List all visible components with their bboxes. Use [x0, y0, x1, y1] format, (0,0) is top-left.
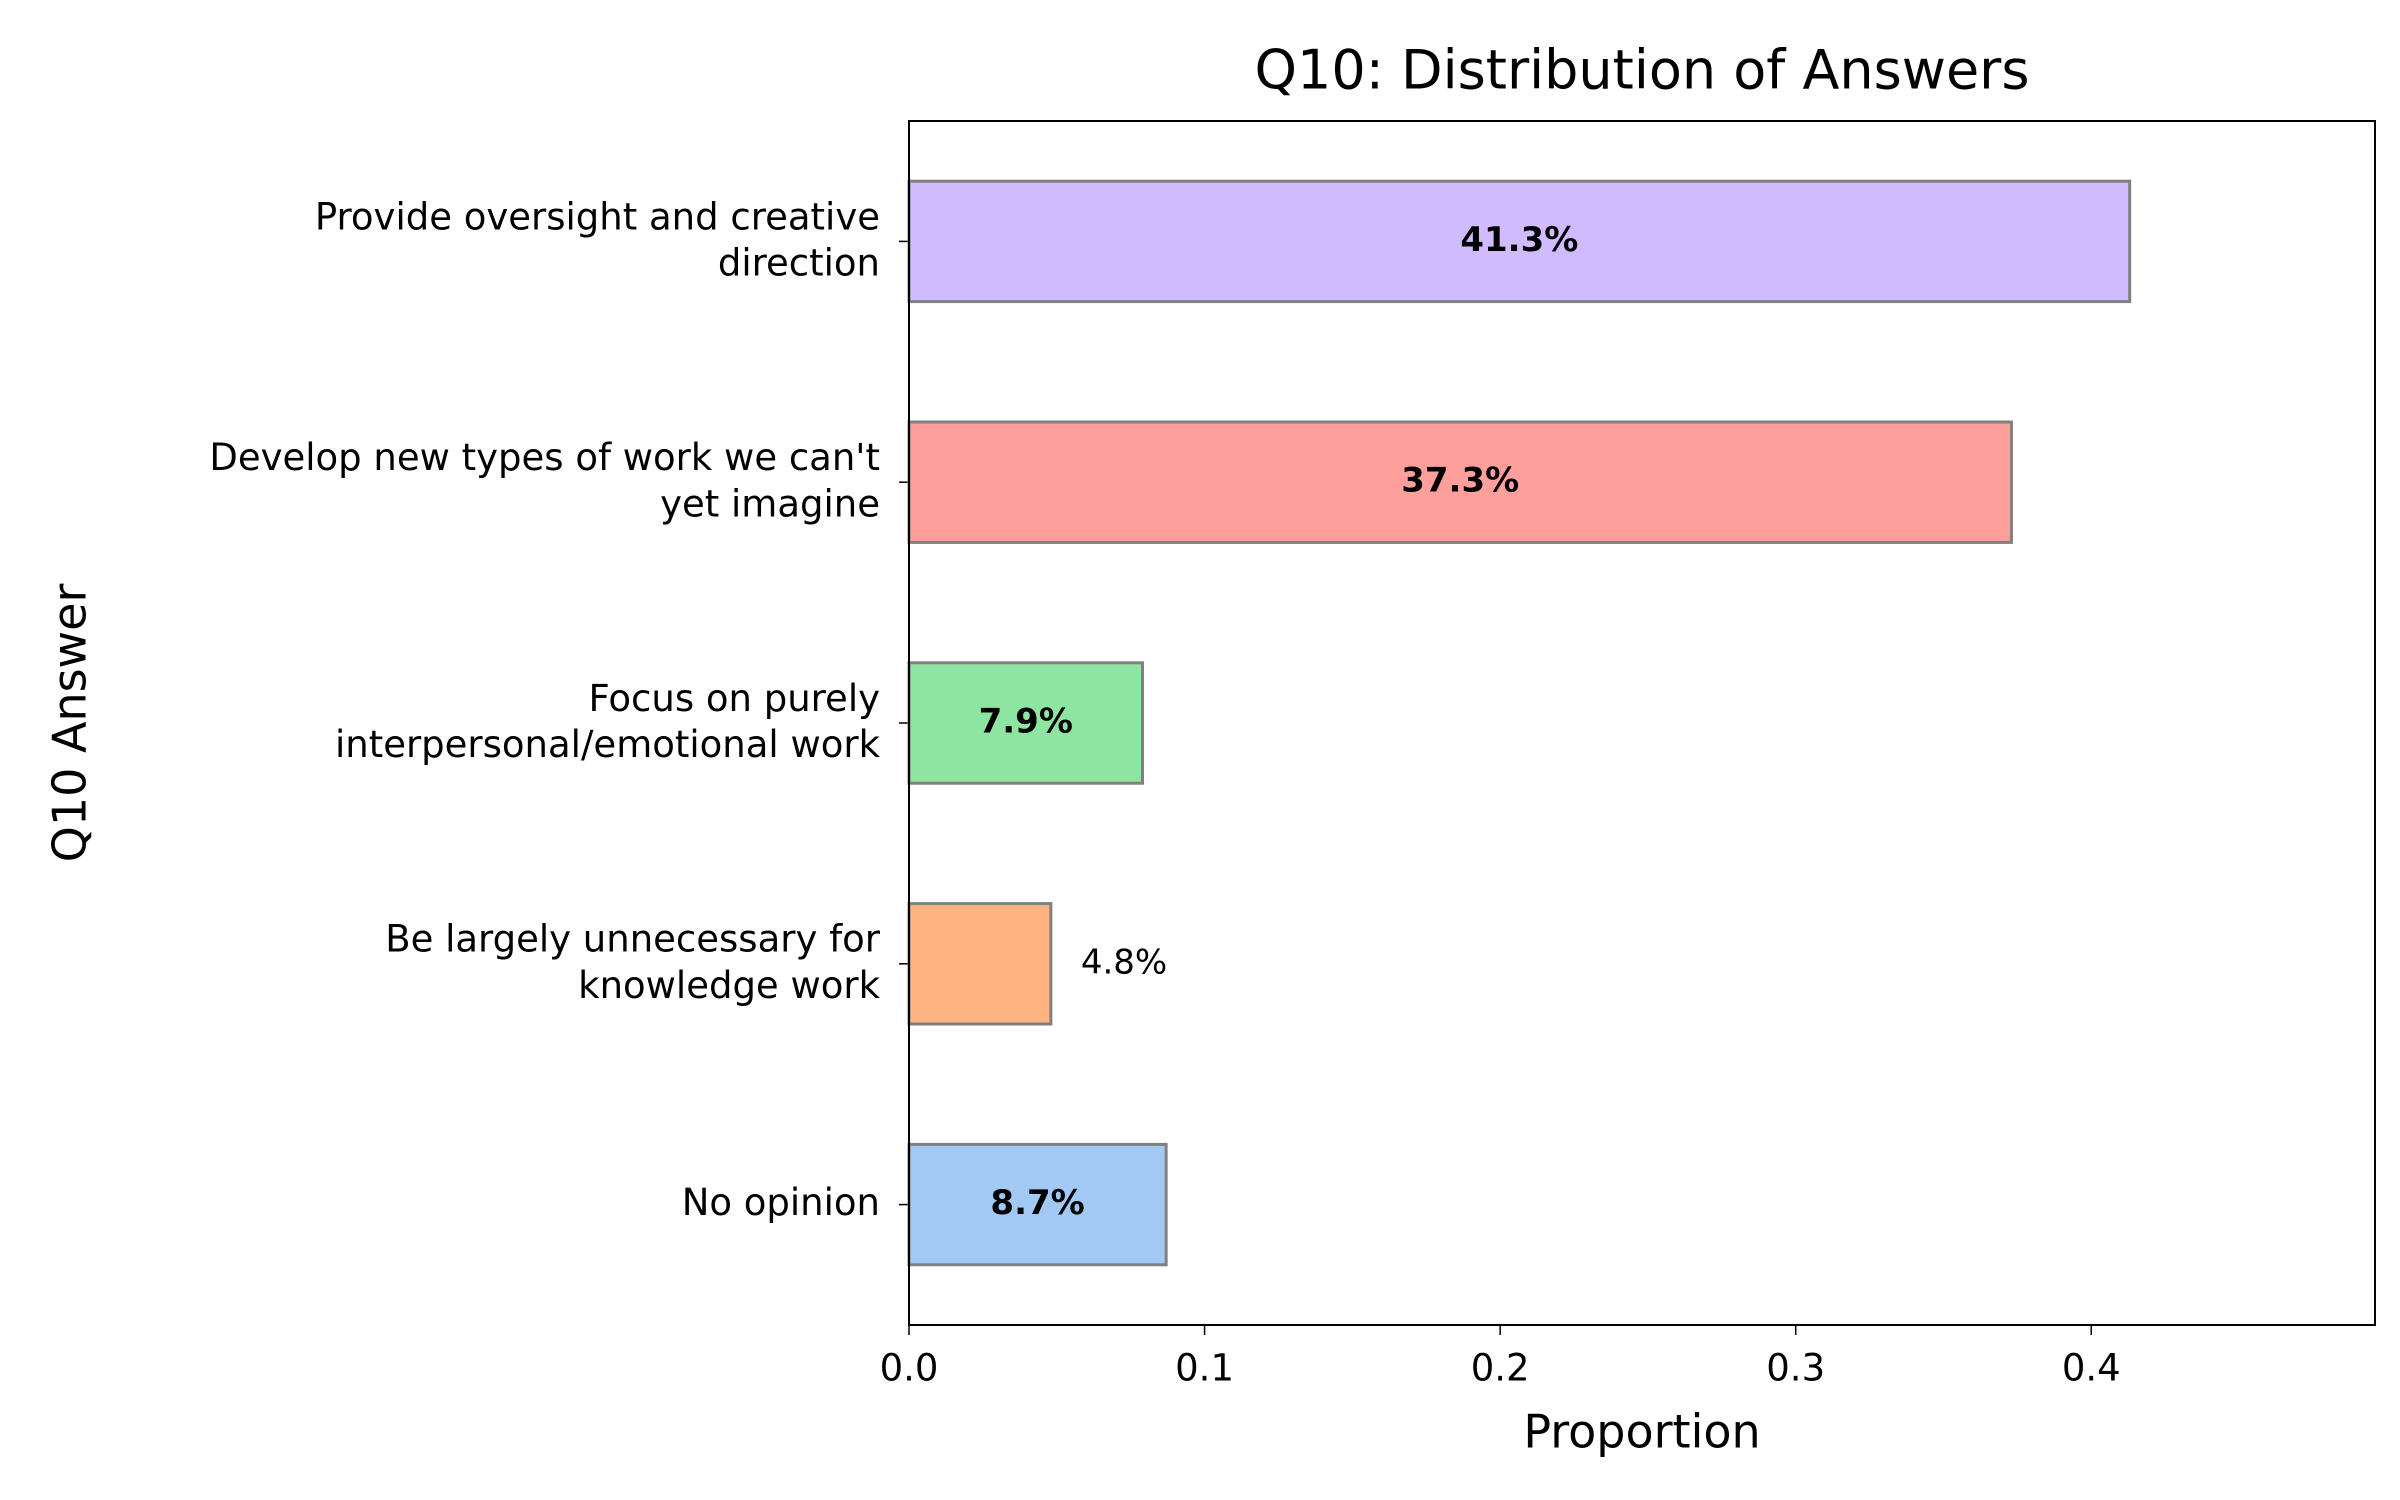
y-tick-label: Develop new types of work we can't yet im…: [209, 436, 880, 525]
y-tick-label: Be largely unnecessary for knowledge work: [385, 917, 881, 1006]
bar-value-label: 37.3%: [1401, 461, 1519, 501]
plot-frame: [908, 120, 2376, 1326]
bar: [907, 661, 1144, 785]
x-tick-label: 0.1: [1175, 1347, 1234, 1390]
y-tick-label: No opinion: [682, 1181, 880, 1224]
bar: [907, 902, 1053, 1026]
x-tick-label: 0.3: [1766, 1347, 1825, 1390]
x-tick-label: 0.0: [880, 1347, 939, 1390]
bar-value-label: 4.8%: [1081, 942, 1167, 982]
x-tick-label: 0.2: [1471, 1347, 1530, 1390]
chart-title: Q10: Distribution of Answers: [1254, 39, 2029, 102]
y-tick-label: Provide oversight and creative direction: [315, 195, 880, 284]
x-tick-label: 0.4: [2062, 1347, 2121, 1390]
x-axis-label: Proportion: [1523, 1405, 1760, 1459]
bar: [907, 179, 2132, 304]
bar-value-label: 8.7%: [990, 1183, 1084, 1223]
y-axis-label: Q10 Answer: [43, 584, 97, 863]
bar: [907, 420, 2013, 544]
bar-value-label: 7.9%: [979, 702, 1073, 742]
bar-value-label: 41.3%: [1460, 220, 1578, 260]
y-tick-label: Focus on purely interpersonal/emotional w…: [335, 676, 881, 765]
